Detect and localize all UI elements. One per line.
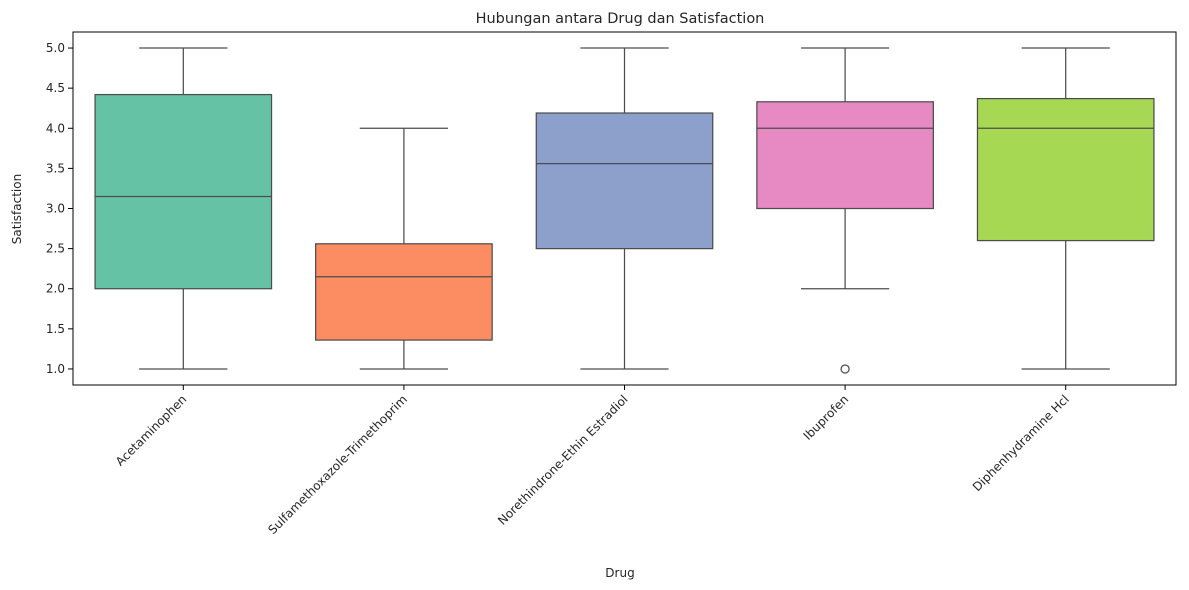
y-tick-label: 3.0	[46, 202, 65, 216]
y-tick-label: 1.5	[46, 322, 65, 336]
y-tick-label: 2.0	[46, 282, 65, 296]
box-diphenhydramine-hcl	[976, 97, 1155, 242]
y-axis-label: Satisfaction	[10, 174, 24, 244]
box-sulfamethoxazole-trimethoprim	[315, 243, 493, 341]
x-tick-label: Sulfamethoxazole-Trimethoprim	[265, 392, 410, 537]
x-tick-label: Acetaminophen	[113, 392, 190, 469]
x-tick-label: Norethindrone-Ethin Estradiol	[495, 392, 631, 528]
outlier-point	[840, 364, 850, 374]
chart-title: Hubungan antara Drug dan Satisfaction	[476, 11, 765, 27]
y-tick-label: 4.5	[46, 81, 65, 95]
y-tick-label: 1.0	[46, 362, 65, 376]
box-ibuprofen	[756, 101, 934, 210]
box-acetaminophen	[94, 93, 273, 290]
x-tick-label: Diphenhydramine Hcl	[970, 392, 1072, 494]
y-tick-label: 5.0	[46, 41, 65, 55]
y-tick-label: 3.5	[46, 161, 65, 175]
x-tick-label: Ibuprofen	[801, 392, 852, 443]
y-tick-label: 4.0	[46, 121, 65, 135]
plot-area: 1.0 1.5 2.0 2.5 3.0 3.5 4.0 4.5 5.0 Acetaminophen…	[46, 31, 1177, 537]
x-axis-label: Drug	[605, 566, 634, 580]
y-tick-label: 2.5	[46, 242, 65, 256]
box-norethindrone-ethin-estradiol	[535, 112, 714, 250]
